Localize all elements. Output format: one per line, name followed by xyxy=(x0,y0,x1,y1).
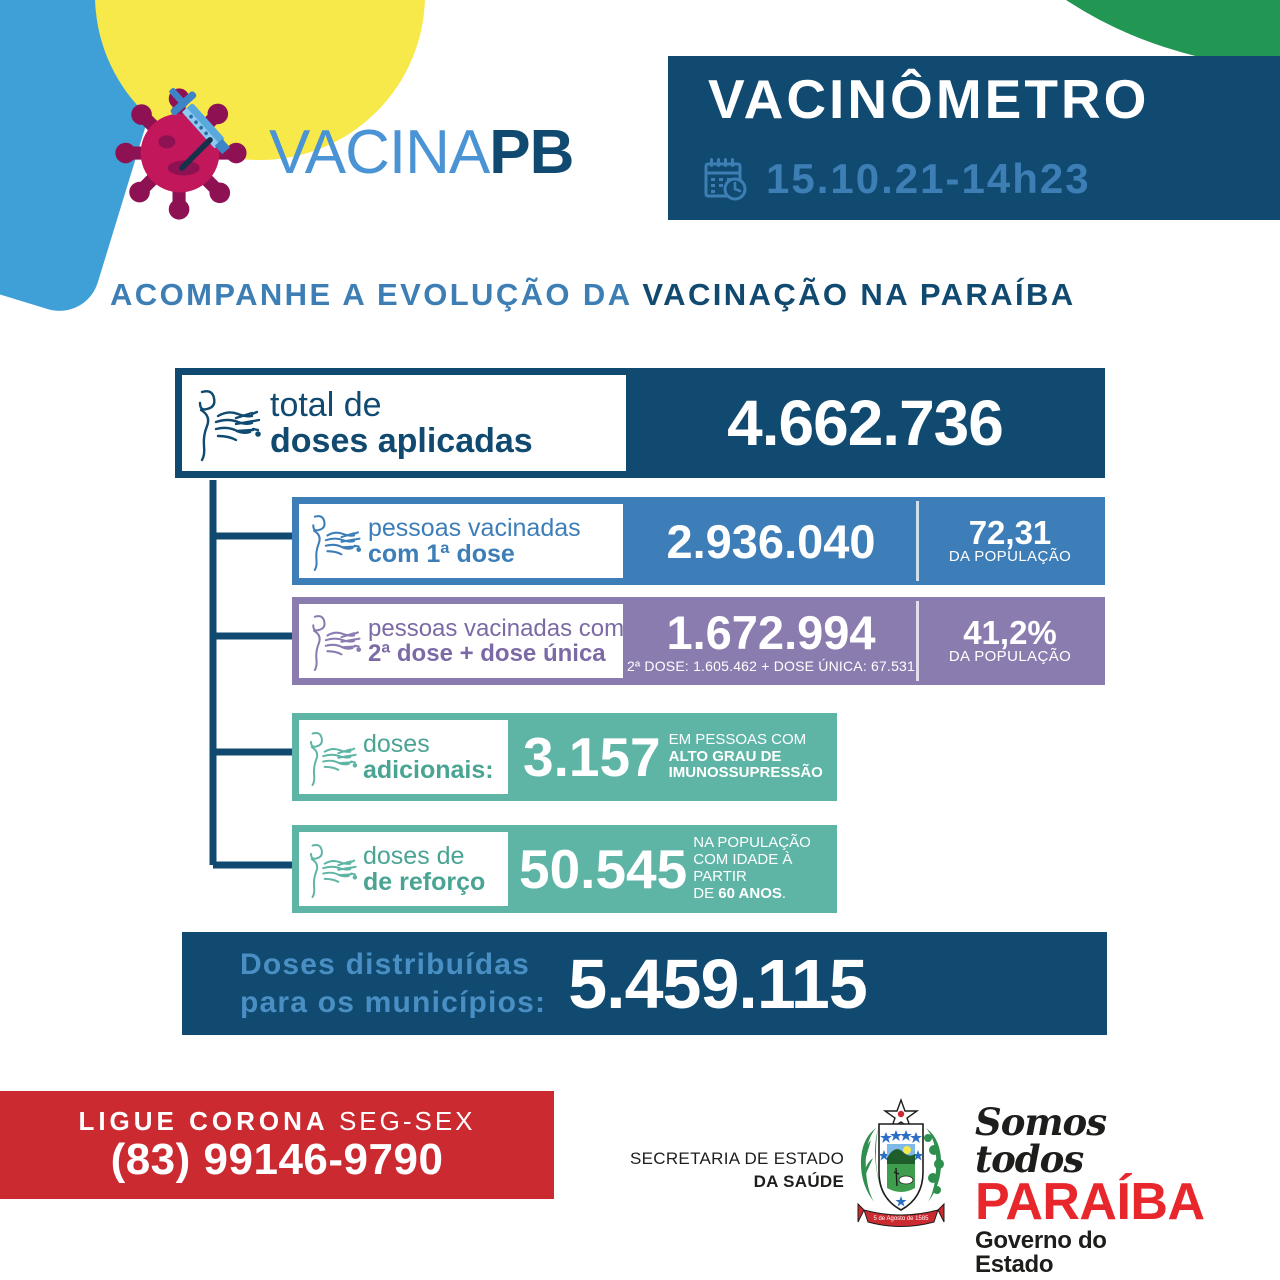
hand-vaccine-icon xyxy=(310,843,358,898)
svg-text:5 de Agosto de 1585: 5 de Agosto de 1585 xyxy=(873,1216,929,1222)
booster-note-line2: COM IDADE À PARTIR xyxy=(693,851,793,885)
dose1-label-line1: pessoas vacinadas xyxy=(368,513,581,542)
booster-note-line3-bold: 60 ANOS xyxy=(718,884,782,902)
stat-row-total-doses: total de doses aplicadas 4.662.736 xyxy=(175,368,1105,478)
secretaria-block: SECRETARIA DE ESTADO DA SAÚDE xyxy=(630,1148,844,1194)
vacinapb-logo: VACINAPB xyxy=(105,78,574,228)
total-value: 4.662.736 xyxy=(727,387,1004,459)
dose1-divider xyxy=(916,501,919,581)
dose1-percent-box: 72,31 DA POPULAÇÃO xyxy=(919,501,1101,581)
distributed-label-line1: Doses distribuídas xyxy=(240,948,531,981)
booster-value-box: 50.545 NA POPULAÇÃO COM IDADE À PARTIR D… xyxy=(511,829,833,909)
dose2-label-line1: pessoas vacinadas com xyxy=(368,614,625,642)
stat-row-additional-doses: doses adicionais: 3.157 EM PESSOAS COM A… xyxy=(292,713,837,801)
dose2-label-text: pessoas vacinadas com 2ª dose + dose úni… xyxy=(368,614,625,667)
booster-label-line2: de reforço xyxy=(363,868,486,896)
dose1-label-line2: com 1ª dose xyxy=(368,540,515,568)
dose1-percent-caption: DA POPULAÇÃO xyxy=(948,548,1072,566)
tagline-light: ACOMPANHE A EVOLUÇÃO DA xyxy=(110,277,643,312)
dose2-percent-box: 41,2% DA POPULAÇÃO xyxy=(919,601,1101,681)
dose1-label-text: pessoas vacinadas com 1ª dose xyxy=(368,513,581,568)
booster-note-line1: NA POPULAÇÃO xyxy=(693,834,811,852)
booster-label-box: doses de de reforço xyxy=(296,829,511,909)
secretaria-line1: SECRETARIA DE ESTADO xyxy=(630,1149,845,1168)
total-value-box: 4.662.736 xyxy=(629,372,1101,474)
dose2-value-box: 1.672.994 2ª DOSE: 1.605.462 + DOSE ÚNIC… xyxy=(626,601,916,681)
stat-row-first-dose: pessoas vacinadas com 1ª dose 2.936.040 … xyxy=(292,497,1105,585)
additional-note-line2: ALTO GRAU DE xyxy=(668,747,782,765)
tree-connectors xyxy=(209,480,297,869)
logo-word-pb: PB xyxy=(489,118,574,187)
dose1-percent: 72,31 xyxy=(968,514,1052,552)
booster-value: 50.545 xyxy=(519,837,688,900)
additional-label-box: doses adicionais: xyxy=(296,717,511,797)
stat-row-distributed-doses: Doses distribuídas para os municípios: 5… xyxy=(182,932,1107,1035)
hand-vaccine-icon xyxy=(198,390,261,462)
additional-label-line1: doses xyxy=(363,729,430,758)
booster-label-text: doses de de reforço xyxy=(363,841,486,896)
paraiba-coat-of-arms-icon: 5 de Agosto de 1585 xyxy=(857,1098,945,1227)
booster-note: NA POPULAÇÃO COM IDADE À PARTIR DE 60 AN… xyxy=(693,834,833,903)
dose2-value: 1.672.994 xyxy=(666,605,876,659)
government-brand-block: Somos todos PARAÍBA Governo do Estado xyxy=(975,1100,1205,1278)
distributed-label: Doses distribuídas para os municípios: xyxy=(240,946,546,1021)
tagline: ACOMPANHE A EVOLUÇÃO DA VACINAÇÃO NA PAR… xyxy=(110,277,1210,313)
gov-governo-do-estado: Governo do Estado xyxy=(975,1227,1107,1278)
booster-label-line1: doses de xyxy=(363,841,465,870)
booster-note-line3-pre: DE xyxy=(693,884,719,902)
distributed-label-line2: para os municípios: xyxy=(240,985,547,1019)
distributed-value: 5.459.115 xyxy=(568,944,868,1023)
dose2-divider xyxy=(916,601,919,681)
additional-label-text: doses adicionais: xyxy=(363,729,494,784)
total-label-text: total de doses aplicadas xyxy=(270,387,533,459)
dose2-breakdown: 2ª DOSE: 1.605.462 + DOSE ÚNICA: 67.531 xyxy=(626,657,916,674)
additional-label-line2: adicionais: xyxy=(363,756,494,784)
gov-paraiba: PARAÍBA xyxy=(975,1173,1205,1231)
hotline-phone-number[interactable]: (83) 99146-9790 xyxy=(110,1135,444,1185)
stat-row-booster-doses: doses de de reforço 50.545 NA POPULAÇÃO … xyxy=(292,825,837,913)
hotline-label-hours: SEG-SEX xyxy=(338,1106,476,1137)
logo-word-vacina: VACINA xyxy=(269,118,490,187)
header-date-value: 15.10.21-14h23 xyxy=(766,155,1091,202)
secretaria-line2: DA SAÚDE xyxy=(753,1171,845,1191)
total-label-line1: total de xyxy=(270,385,382,424)
dose2-label-box: pessoas vacinadas com 2ª dose + dose úni… xyxy=(296,601,626,681)
stat-row-second-dose: pessoas vacinadas com 2ª dose + dose úni… xyxy=(292,597,1105,685)
total-label-box: total de doses aplicadas xyxy=(179,372,629,474)
dose1-value-box: 2.936.040 xyxy=(626,501,916,581)
page-title: VACINÔMETRO xyxy=(708,68,1150,130)
header-band xyxy=(668,56,1280,220)
additional-note: EM PESSOAS COM ALTO GRAU DE IMUNOSSUPRES… xyxy=(668,730,823,783)
dose1-value: 2.936.040 xyxy=(666,514,876,568)
hotline-label: LIGUE CORONA SEG-SEX xyxy=(78,1106,475,1137)
additional-value: 3.157 xyxy=(523,725,661,788)
hand-vaccine-icon xyxy=(312,615,362,672)
dose2-label-line2: 2ª dose + dose única xyxy=(368,640,606,667)
corona-hotline-band: LIGUE CORONA SEG-SEX (83) 99146-9790 xyxy=(0,1091,554,1199)
additional-note-line1: EM PESSOAS COM xyxy=(668,730,807,748)
logo-wordmark: VACINAPB xyxy=(269,122,574,184)
hand-vaccine-icon xyxy=(312,515,362,572)
dose2-percent: 41,2% xyxy=(963,614,1057,652)
gov-somos-todos: Somos todos xyxy=(975,1100,1107,1181)
additional-note-line3: IMUNOSSUPRESSÃO xyxy=(668,764,823,782)
hotline-label-bold: LIGUE CORONA xyxy=(78,1106,339,1137)
tagline-dark: VACINAÇÃO NA PARAÍBA xyxy=(642,277,1076,312)
dose2-percent-caption: DA POPULAÇÃO xyxy=(948,648,1072,666)
hand-vaccine-icon xyxy=(310,731,358,786)
calendar-clock-icon xyxy=(704,158,747,201)
virus-syringe-icon xyxy=(115,87,247,220)
header-date-row: 15.10.21-14h23 xyxy=(702,155,1091,203)
booster-note-line3-post: . xyxy=(781,884,787,902)
dose1-label-box: pessoas vacinadas com 1ª dose xyxy=(296,501,626,581)
total-label-line2: doses aplicadas xyxy=(270,422,533,460)
additional-value-box: 3.157 EM PESSOAS COM ALTO GRAU DE IMUNOS… xyxy=(511,717,833,797)
